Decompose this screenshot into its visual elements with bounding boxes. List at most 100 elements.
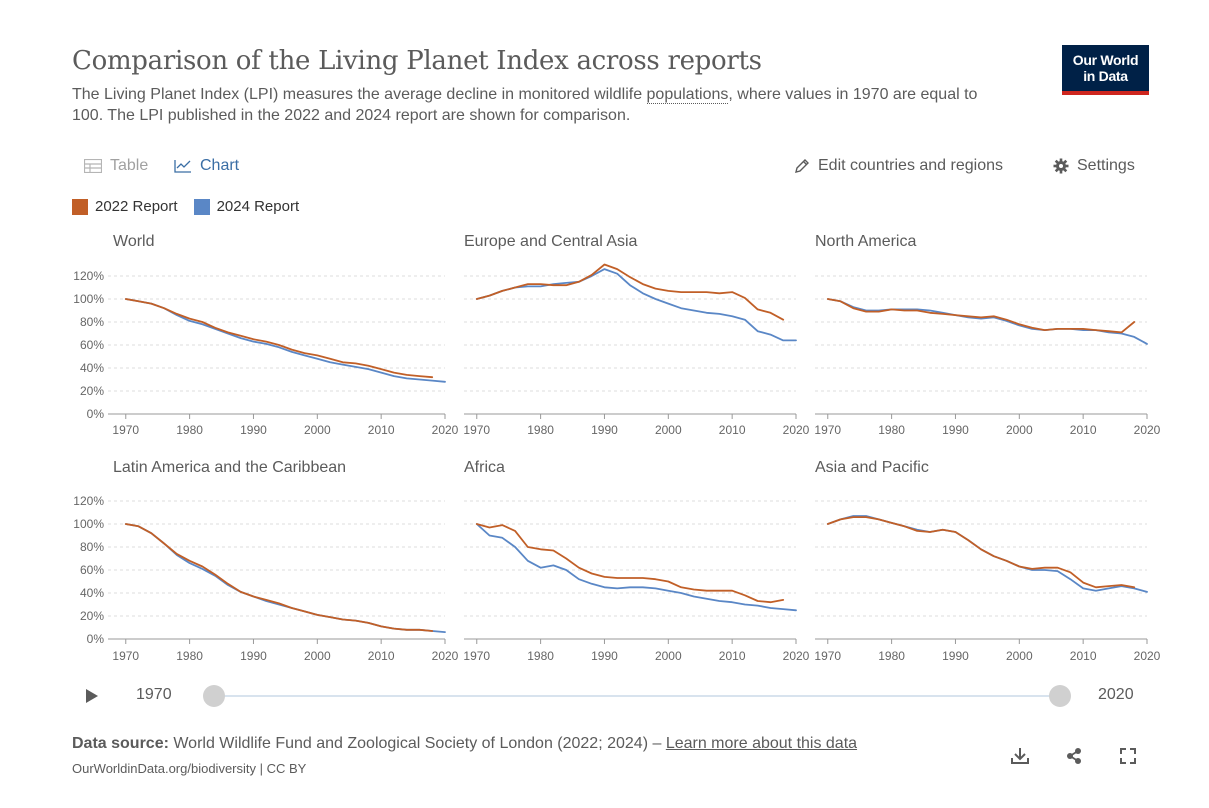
small-multiples-chart: World 0% 20% 40% 60% 80% 100% 120% 1970 1980 1990 2… — [73, 233, 1161, 663]
x-tick-label: 1980 — [527, 649, 554, 663]
subtitle-text-end: , where values in 1970 are equal to 100.… — [72, 86, 978, 124]
x-tick-label: 1980 — [176, 423, 203, 437]
x-tick-label: 2010 — [719, 423, 746, 437]
series-line-2024-report — [826, 298, 1148, 345]
x-tick-label: 2000 — [1006, 423, 1033, 437]
timeline-end-label: 2020 — [1098, 686, 1134, 703]
x-tick-label: 1970 — [463, 649, 490, 663]
y-tick-label: 40% — [80, 586, 104, 600]
data-source-text: World Wildlife Fund and Zoological Socie… — [168, 735, 666, 752]
series-line-2022-report — [826, 298, 1136, 334]
y-tick-label: 40% — [80, 361, 104, 375]
x-tick-label: 2000 — [1006, 649, 1033, 663]
legend-swatch-2024 — [193, 198, 210, 215]
download-icon[interactable] — [1010, 746, 1030, 766]
timeline-end-handle[interactable] — [1049, 685, 1071, 707]
populations-link[interactable]: populations — [646, 86, 729, 104]
chart-title: Comparison of the Living Planet Index ac… — [72, 46, 762, 76]
x-tick-label: 2010 — [368, 423, 395, 437]
panel-title: Africa — [464, 459, 505, 476]
x-tick-label: 2020 — [1134, 649, 1161, 663]
edit-countries-button[interactable]: Edit countries and regions — [794, 154, 1003, 178]
series-line-2024-report — [475, 523, 797, 612]
panel-title: North America — [815, 233, 916, 250]
x-tick-label: 2000 — [304, 423, 331, 437]
x-tick-label: 2010 — [368, 649, 395, 663]
series-line-2024-report — [124, 298, 446, 383]
x-tick-label: 2020 — [432, 649, 459, 663]
y-tick-label: 80% — [80, 540, 104, 554]
x-tick-label: 1990 — [591, 423, 618, 437]
settings-button[interactable]: Settings — [1053, 154, 1135, 178]
series-line-2022-report — [475, 523, 785, 604]
x-tick-label: 2020 — [783, 423, 810, 437]
x-tick-label: 2000 — [304, 649, 331, 663]
panel-title: Europe and Central Asia — [464, 233, 638, 250]
tab-chart[interactable]: Chart — [174, 154, 239, 178]
data-source-label: Data source: — [72, 735, 169, 752]
legend-label-2024: 2024 Report — [216, 198, 300, 215]
x-tick-label: 2020 — [1134, 423, 1161, 437]
series-line-2022-report — [124, 298, 434, 379]
x-tick-label: 1990 — [942, 649, 969, 663]
chart-legend: 2022 Report 2024 Report — [72, 198, 299, 215]
x-tick-label: 1970 — [814, 423, 841, 437]
series-line-2022-report — [124, 523, 434, 632]
x-tick-label: 2010 — [1070, 423, 1097, 437]
x-tick-label: 2010 — [1070, 649, 1097, 663]
timeline-start-label: 1970 — [136, 686, 172, 703]
x-tick-label: 2020 — [432, 423, 459, 437]
x-tick-label: 1990 — [591, 649, 618, 663]
x-tick-label: 1980 — [878, 649, 905, 663]
share-icon[interactable] — [1064, 746, 1084, 766]
x-tick-label: 1970 — [112, 649, 139, 663]
x-tick-label: 2000 — [655, 649, 682, 663]
x-tick-label: 2010 — [719, 649, 746, 663]
legend-item-2022[interactable]: 2022 Report — [72, 198, 178, 215]
logo-line-2: in Data — [1083, 68, 1128, 84]
legend-label-2022: 2022 Report — [95, 198, 178, 215]
timeline: 1970 2020 — [0, 682, 1209, 712]
owid-logo[interactable]: Our World in Data — [1062, 45, 1149, 95]
play-icon[interactable] — [86, 689, 98, 703]
subtitle-text-start: The Living Planet Index (LPI) measures t… — [72, 86, 647, 103]
y-tick-label: 20% — [80, 384, 104, 398]
x-tick-label: 2020 — [783, 649, 810, 663]
url-license[interactable]: OurWorldinData.org/biodiversity | CC BY — [72, 761, 307, 776]
x-tick-label: 1980 — [176, 649, 203, 663]
learn-more-link[interactable]: Learn more about this data — [665, 735, 858, 752]
legend-item-2024[interactable]: 2024 Report — [193, 198, 300, 215]
fullscreen-icon[interactable] — [1118, 746, 1138, 766]
tab-table[interactable]: Table — [84, 154, 148, 178]
data-source: Data source: World Wildlife Fund and Zoo… — [72, 735, 857, 753]
panel-title: Latin America and the Caribbean — [113, 459, 346, 476]
x-tick-label: 1990 — [240, 649, 267, 663]
y-tick-label: 0% — [87, 407, 105, 421]
x-tick-label: 1980 — [527, 423, 554, 437]
series-line-2024-report — [475, 268, 797, 342]
legend-swatch-2022 — [72, 198, 88, 215]
logo-line-1: Our World — [1072, 52, 1139, 68]
series-line-2022-report — [475, 263, 785, 321]
y-tick-label: 20% — [80, 609, 104, 623]
x-tick-label: 2000 — [655, 423, 682, 437]
x-tick-label: 1980 — [878, 423, 905, 437]
x-tick-label: 1970 — [463, 423, 490, 437]
y-tick-label: 60% — [80, 338, 104, 352]
y-tick-label: 80% — [80, 315, 104, 329]
panel-title: Asia and Pacific — [815, 459, 929, 476]
timeline-start-handle[interactable] — [203, 685, 225, 707]
panel-title: World — [113, 233, 155, 250]
y-tick-label: 120% — [73, 269, 104, 283]
line-chart-icon — [174, 160, 191, 173]
x-tick-label: 1970 — [814, 649, 841, 663]
x-tick-label: 1990 — [942, 423, 969, 437]
series-line-2022-report — [826, 516, 1136, 589]
y-tick-label: 120% — [73, 494, 104, 508]
pencil-icon — [795, 159, 809, 173]
tab-table-label: Table — [110, 157, 149, 174]
series-line-2024-report — [826, 515, 1148, 593]
timeline-track[interactable] — [214, 695, 1060, 697]
y-tick-label: 100% — [73, 517, 104, 531]
settings-label: Settings — [1077, 157, 1135, 174]
